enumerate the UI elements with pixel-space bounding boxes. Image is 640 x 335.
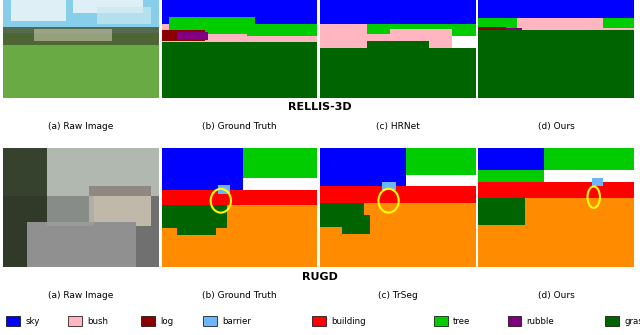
Bar [320,148,406,187]
Bar [161,30,205,41]
Bar [89,190,151,226]
Bar [203,316,217,327]
Bar [603,18,634,28]
Bar [161,190,317,205]
Bar [434,316,448,327]
Bar [6,316,20,327]
Text: grass: grass [624,317,640,326]
Bar [68,316,82,327]
Bar [3,148,159,196]
Bar [367,41,429,53]
Text: (c) HRNet: (c) HRNet [376,122,420,131]
Bar [170,17,255,34]
Bar [161,228,247,267]
Bar [342,215,370,234]
Bar [479,224,533,267]
Text: sky: sky [26,317,40,326]
Bar [320,24,476,36]
Bar [161,42,317,98]
Bar [247,24,317,36]
Bar [479,30,634,98]
Text: RUGD: RUGD [302,272,338,281]
Bar [479,198,525,224]
Bar [3,196,159,267]
Bar [35,29,112,41]
Bar [3,148,47,267]
Text: rubble: rubble [527,317,554,326]
Bar [320,48,476,98]
Bar [320,24,367,51]
Bar [3,33,159,98]
Text: (d) Ours: (d) Ours [538,122,575,131]
Bar [97,7,151,24]
Bar [218,185,230,194]
Text: (c) TrSeg: (c) TrSeg [378,291,418,300]
Bar [479,18,634,30]
Bar [3,27,159,45]
Text: building: building [332,317,366,326]
Bar [406,148,476,175]
Bar [367,29,452,51]
Bar [89,187,151,196]
Text: (b) Ground Truth: (b) Ground Truth [202,122,277,131]
Text: (b) Ground Truth: (b) Ground Truth [202,291,277,300]
Bar [243,148,317,178]
Bar [161,205,227,228]
Bar [592,178,603,187]
Bar [544,148,634,170]
Text: (a) Raw Image: (a) Raw Image [49,122,114,131]
Bar [27,222,136,267]
Bar [382,182,396,190]
Bar [177,31,209,40]
Bar [525,198,634,267]
Bar [74,0,143,12]
Bar [177,214,216,235]
Bar [320,227,374,267]
Text: barrier: barrier [222,317,251,326]
Bar [479,18,517,28]
Bar [367,24,390,34]
Bar [320,0,476,24]
Bar [161,0,317,24]
Bar [161,24,317,42]
Bar [364,203,476,267]
Bar [47,196,93,226]
Bar [141,316,156,327]
Text: tree: tree [453,317,470,326]
Bar [508,316,522,327]
Bar [479,0,634,18]
Bar [3,0,159,33]
Bar [320,203,364,227]
Bar [605,316,619,327]
Bar [312,316,326,327]
Bar [479,170,544,182]
Bar [506,28,522,35]
Bar [479,148,544,182]
Text: (a) Raw Image: (a) Raw Image [49,291,114,300]
Bar [161,148,243,190]
Text: bush: bush [87,317,108,326]
Text: log: log [161,317,173,326]
Text: RELLIS-3D: RELLIS-3D [288,103,352,112]
Bar [11,0,65,21]
Bar [320,187,476,203]
Bar [479,27,506,36]
Text: (d) Ours: (d) Ours [538,291,575,300]
Bar [479,182,634,198]
Bar [227,205,317,267]
